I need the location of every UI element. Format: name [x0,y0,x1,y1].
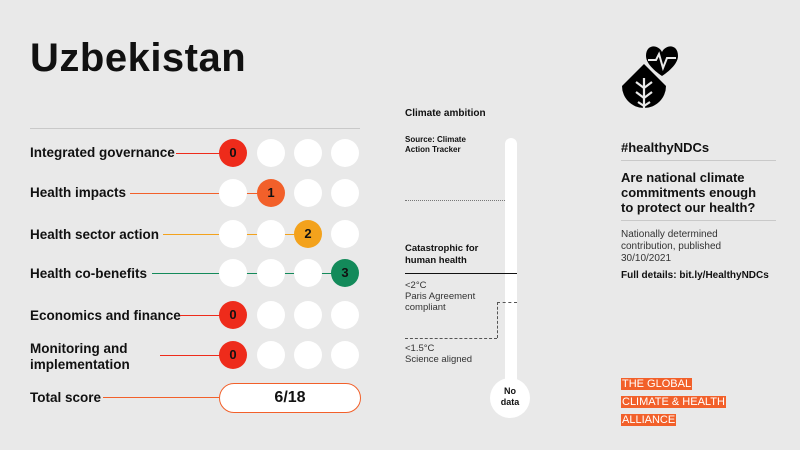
score-circle [294,259,322,287]
score-circle [294,301,322,329]
score-circle-filled: 0 [219,301,247,329]
connector-line [176,153,226,154]
row-label-economics-and-finance: Economics and finance [30,308,181,323]
score-circle-filled: 2 [294,220,322,248]
details-link[interactable]: Full details: bit.ly/HealthyNDCs [621,270,769,281]
score-circle-filled: 0 [219,139,247,167]
row-label-health-sector-action: Health sector action [30,227,160,242]
score-circle [331,341,359,369]
row-label-health-impacts: Health impacts [30,185,127,200]
score-circle [331,179,359,207]
climate-ambition-heading: Climate ambition [405,108,486,119]
score-circle [257,220,285,248]
catastrophic-label: Catastrophic for human health [405,243,479,266]
connector-line [103,397,219,398]
score-circle-filled: 0 [219,341,247,369]
thermometer-bulb: No data [490,378,530,418]
connector-line [180,315,225,316]
alliance-logo: THE GLOBAL CLIMATE & HEALTH ALLIANCE [621,378,726,426]
score-value: 0 [229,347,237,362]
score-circle [331,139,359,167]
tick-line [405,200,505,201]
score-value: 0 [229,307,237,322]
score-circle [219,220,247,248]
score-circle [257,341,285,369]
connector-line [130,193,270,194]
score-circle [219,179,247,207]
divider [621,160,776,161]
score-value: 2 [304,226,312,241]
page-title: Uzbekistan [30,36,247,80]
row-label-monitoring-and-implementation: Monitoring and implementation [30,341,130,372]
score-value: 0 [229,145,237,160]
dashed-step [497,302,517,303]
dashed-step [497,302,498,338]
threshold-line [405,273,517,274]
question-text: Are national climate commitments enough to… [621,170,757,215]
heart-leaf-icon [618,42,690,120]
divider [30,128,360,129]
paris-label: <2°C Paris Agreement compliant [405,280,476,313]
score-circle [257,301,285,329]
score-circle [331,301,359,329]
connector-line [152,273,347,274]
divider [621,220,776,221]
total-score-value: 6/18 [219,383,361,413]
total-score-label: Total score [30,390,102,405]
score-circle-filled: 3 [331,259,359,287]
score-circle-filled: 1 [257,179,285,207]
hashtag: #healthyNDCs [621,140,710,155]
science-aligned-label: <1.5°C Science aligned [405,343,473,365]
climate-source: Source: Climate Action Tracker [405,135,466,154]
score-circle [331,220,359,248]
score-circle [257,139,285,167]
ndc-text: Nationally determined contribution, publi… [621,229,722,264]
score-circle [294,179,322,207]
score-circle [257,259,285,287]
score-value: 1 [267,185,275,200]
dashed-step [405,338,497,339]
row-label-integrated-governance: Integrated governance [30,145,175,160]
thermometer-tube [505,138,517,393]
score-circle [219,259,247,287]
connector-line [160,355,225,356]
score-circle [294,341,322,369]
row-label-health-co-benefits: Health co-benefits [30,266,148,281]
score-circle [294,139,322,167]
score-value: 3 [341,265,349,280]
